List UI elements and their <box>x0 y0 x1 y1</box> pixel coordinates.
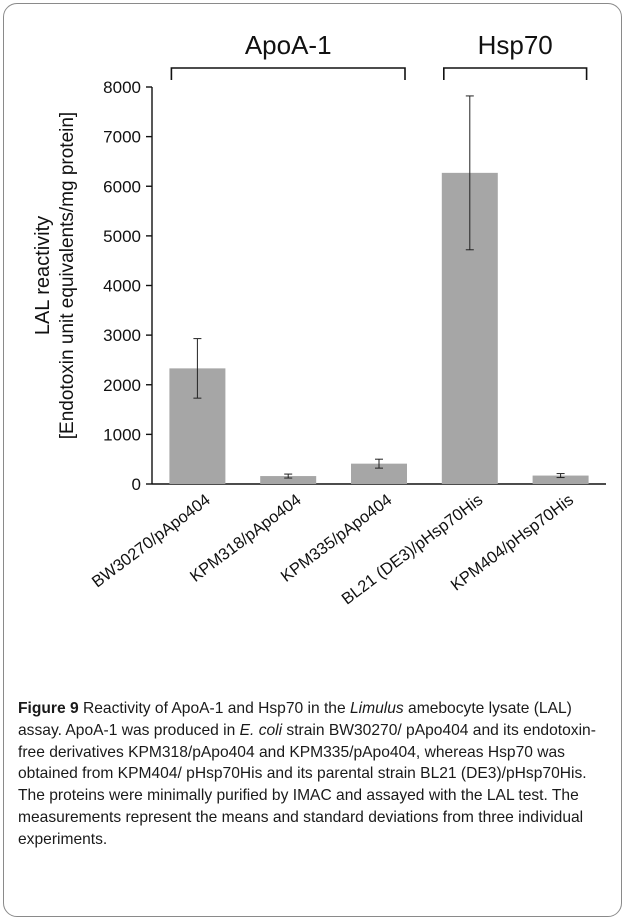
group-bracket <box>443 67 588 80</box>
caption-part: amebocyte lysate (LAL) assay. ApoA-1 was… <box>18 700 572 739</box>
bar <box>532 475 589 484</box>
y-tick-label: 2000 <box>103 376 141 395</box>
group-label: Hsp70 <box>478 30 553 60</box>
figure-frame <box>3 3 622 917</box>
caption-part: strain BW30270/ pApo404 and its endotoxi… <box>18 721 596 848</box>
caption-part: E. coli <box>239 721 283 739</box>
caption-text: Reactivity of ApoA-1 and Hsp70 in the Li… <box>18 700 596 848</box>
y-tick-label: 4000 <box>103 277 141 296</box>
y-tick-label: 0 <box>132 475 141 494</box>
y-tick-label: 1000 <box>103 425 141 444</box>
y-axis-label-units: [Endotoxin unit equivalents/mg protein] <box>57 112 78 439</box>
caption-part: Limulus <box>349 700 404 717</box>
caption-part: Reactivity of ApoA-1 and Hsp70 in the <box>78 700 350 717</box>
y-tick-label: 6000 <box>103 177 141 196</box>
y-tick-label: 3000 <box>103 326 141 345</box>
bar <box>260 476 317 484</box>
group-label: ApoA-1 <box>245 30 332 60</box>
y-tick-label: 8000 <box>103 78 141 97</box>
figure-label: Figure 9 <box>18 700 79 717</box>
bar <box>351 463 407 484</box>
bar-chart: 0 1000 2000 3000 4000 5000 6000 7000 8000 LAL rea… <box>32 30 606 608</box>
y-tick-label: 5000 <box>103 227 141 246</box>
figure-caption: Figure 9 Reactivity of ApoA-1 and Hsp70 … <box>18 698 610 851</box>
group-bracket <box>170 67 406 80</box>
y-tick-label: 7000 <box>103 128 141 147</box>
y-axis-label: LAL reactivity <box>32 216 54 335</box>
